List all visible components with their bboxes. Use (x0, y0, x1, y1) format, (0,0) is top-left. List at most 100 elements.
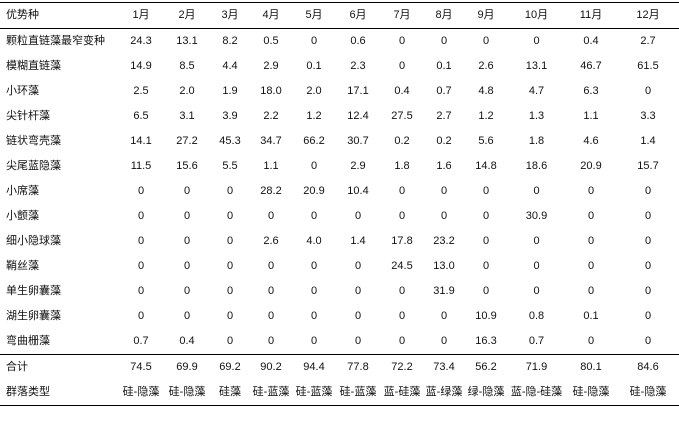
value-cell: 0 (440, 335, 448, 347)
row-label: 颗粒直链藻最窄变种 (6, 35, 105, 47)
month-header: 5月 (305, 9, 323, 21)
value-cell: 0 (644, 310, 652, 322)
value-cell: 15.7 (637, 160, 659, 172)
month-header: 2月 (178, 9, 196, 21)
value-cell: 80.1 (580, 361, 602, 373)
dominant-species-table: 优势种 1月 2月 3月 4月 5月 6月 7月 8月 9月 10月 11月 12月 颗粒直链藻最窄变… (0, 2, 679, 406)
value-cell: 17.8 (391, 235, 413, 247)
row-label: 弯曲栅藻 (6, 335, 50, 347)
species-row: 模糊直链藻 14.9 8.5 4.4 2.9 0.1 2.3 0 0.1 2.6 13.1 46.7 6… (0, 54, 679, 79)
value-cell: 0 (644, 210, 652, 222)
value-cell: 18.0 (260, 85, 282, 97)
value-cell: 蓝-硅藻 (383, 386, 421, 398)
month-header: 3月 (221, 9, 239, 21)
value-cell: 1.8 (528, 135, 545, 147)
value-cell: 1.2 (478, 110, 494, 122)
species-row: 小席藻 0 0 0 28.2 20.9 10.4 0 0 0 0 0 0 (0, 179, 679, 204)
value-cell: 0.7 (133, 335, 149, 347)
value-cell: 0.1 (436, 60, 452, 72)
value-cell: 14.1 (130, 135, 152, 147)
value-cell: 15.6 (176, 160, 198, 172)
value-cell: 61.5 (637, 60, 659, 72)
value-cell: 0 (440, 210, 448, 222)
value-cell: 2.7 (436, 110, 452, 122)
value-cell: 0.2 (436, 135, 452, 147)
value-cell: 13.0 (433, 260, 455, 272)
value-cell: 0 (644, 285, 652, 297)
value-cell: 71.9 (525, 361, 548, 373)
value-cell: 0 (482, 235, 490, 247)
value-cell: 27.2 (176, 135, 198, 147)
species-row: 尖针杆藻 6.5 3.1 3.9 2.2 1.2 12.4 27.5 2.7 1.2 1.3 1.1 3… (0, 104, 679, 129)
value-cell: 10.4 (347, 185, 369, 197)
value-cell: 4.0 (306, 235, 322, 247)
value-cell: 13.1 (525, 60, 548, 72)
value-cell: 0 (587, 210, 595, 222)
value-cell: 0 (137, 185, 145, 197)
row-label: 湖生卵囊藻 (6, 310, 61, 322)
value-cell: 0 (310, 285, 318, 297)
value-cell: 34.7 (260, 135, 282, 147)
value-cell: 0 (226, 210, 234, 222)
value-cell: 16.3 (475, 335, 497, 347)
value-cell: 10.9 (475, 310, 497, 322)
value-cell: 0.2 (394, 135, 410, 147)
value-cell: 2.2 (263, 110, 279, 122)
value-cell: 0 (398, 185, 406, 197)
value-cell: 18.6 (525, 160, 548, 172)
value-cell: 66.2 (303, 135, 325, 147)
value-cell: 11.5 (130, 160, 152, 172)
value-cell: 0 (533, 285, 540, 297)
value-cell: 0 (587, 285, 595, 297)
row-label: 群落类型 (6, 386, 50, 398)
value-cell: 0 (587, 335, 595, 347)
value-cell: 0 (310, 260, 318, 272)
value-cell: 1.6 (436, 160, 452, 172)
value-cell: 74.5 (130, 361, 152, 373)
row-label: 细小隐球藻 (6, 235, 61, 247)
value-cell: 0 (587, 260, 595, 272)
value-cell: 绿-隐藻 (467, 386, 505, 398)
value-cell: 31.9 (433, 285, 455, 297)
value-cell: 2.0 (306, 85, 322, 97)
value-cell: 0 (183, 210, 191, 222)
value-cell: 2.7 (640, 35, 656, 47)
species-row: 尖尾蓝隐藻 11.5 15.6 5.5 1.1 0 2.9 1.8 1.6 14.8 18.6 20.… (0, 154, 679, 179)
value-cell: 硅藻 (219, 386, 241, 398)
month-header: 12月 (636, 9, 660, 21)
value-cell: 0 (226, 285, 234, 297)
value-cell: 0 (482, 260, 490, 272)
row-label: 模糊直链藻 (6, 60, 61, 72)
value-cell: 0 (226, 335, 234, 347)
value-cell: 0 (482, 185, 490, 197)
month-header: 7月 (393, 9, 411, 21)
value-cell: 90.2 (260, 361, 282, 373)
value-cell: 0 (226, 185, 234, 197)
value-cell: 0 (310, 310, 318, 322)
value-cell: 0 (226, 310, 234, 322)
value-cell: 2.9 (263, 60, 279, 72)
value-cell: 94.4 (303, 361, 325, 373)
row-label: 尖尾蓝隐藻 (6, 160, 61, 172)
value-cell: 6.3 (583, 85, 599, 97)
value-cell: 0 (587, 235, 595, 247)
species-row: 小环藻 2.5 2.0 1.9 18.0 2.0 17.1 0.4 0.7 4.8 4.7 6.3 0 (0, 79, 679, 104)
value-cell: 0 (183, 285, 191, 297)
species-row: 单生卵囊藻 0 0 0 0 0 0 0 31.9 0 0 0 0 (0, 279, 679, 304)
value-cell: 硅-隐藻 (629, 386, 667, 398)
value-cell: 1.1 (263, 160, 279, 172)
header-row: 优势种 1月 2月 3月 4月 5月 6月 7月 8月 9月 10月 11月 12月 (0, 2, 679, 29)
value-cell: 4.7 (528, 85, 545, 97)
row-label: 小席藻 (6, 185, 39, 197)
value-cell: 4.6 (583, 135, 599, 147)
value-cell: 0.1 (583, 310, 599, 322)
value-cell: 1.4 (350, 235, 366, 247)
value-cell: 0 (482, 285, 490, 297)
value-cell: 0 (398, 335, 406, 347)
value-cell: 0 (440, 185, 448, 197)
value-cell: 0 (354, 310, 362, 322)
value-cell: 硅-隐藻 (572, 386, 610, 398)
value-cell: 5.5 (222, 160, 238, 172)
value-cell: 2.3 (350, 60, 366, 72)
value-cell: 0 (267, 260, 275, 272)
